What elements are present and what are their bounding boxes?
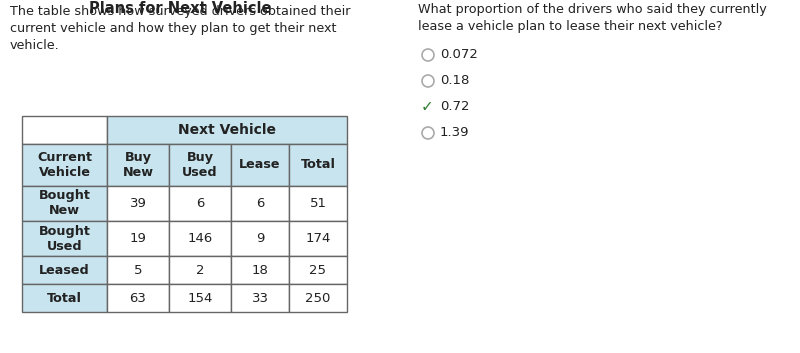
- Bar: [22, 221, 107, 256]
- Bar: [231, 221, 289, 256]
- Text: 0.072: 0.072: [440, 48, 478, 61]
- Bar: [22, 144, 107, 186]
- Text: Buy
New: Buy New: [122, 151, 154, 179]
- Bar: [289, 144, 347, 186]
- Text: Bought
New: Bought New: [38, 190, 90, 217]
- Bar: [231, 144, 289, 186]
- Text: 19: 19: [130, 232, 146, 245]
- Bar: [107, 186, 169, 221]
- Text: 146: 146: [187, 232, 213, 245]
- Bar: [231, 186, 289, 221]
- Text: Leased: Leased: [39, 263, 90, 276]
- Text: 63: 63: [130, 292, 146, 305]
- Text: Buy
Used: Buy Used: [182, 151, 218, 179]
- Text: 0.72: 0.72: [440, 101, 470, 114]
- Text: 18: 18: [251, 263, 269, 276]
- Text: Total: Total: [47, 292, 82, 305]
- Bar: [107, 116, 347, 144]
- Bar: [22, 186, 107, 221]
- Bar: [169, 186, 231, 221]
- Text: 2: 2: [196, 263, 204, 276]
- Text: 33: 33: [251, 292, 269, 305]
- Text: 9: 9: [256, 232, 264, 245]
- Text: Lease: Lease: [239, 158, 281, 172]
- Text: What proportion of the drivers who said they currently
lease a vehicle plan to l: What proportion of the drivers who said …: [418, 3, 766, 33]
- Bar: [169, 221, 231, 256]
- Text: 6: 6: [196, 197, 204, 210]
- Text: 1.39: 1.39: [440, 126, 470, 139]
- Text: 5: 5: [134, 263, 142, 276]
- Text: Current
Vehicle: Current Vehicle: [37, 151, 92, 179]
- Text: ✓: ✓: [421, 100, 434, 114]
- Bar: [289, 186, 347, 221]
- Bar: [22, 284, 107, 312]
- Text: Bought
Used: Bought Used: [38, 225, 90, 252]
- Text: 154: 154: [187, 292, 213, 305]
- Text: 174: 174: [306, 232, 330, 245]
- Bar: [231, 284, 289, 312]
- Bar: [22, 116, 107, 144]
- Bar: [169, 144, 231, 186]
- Bar: [22, 256, 107, 284]
- Bar: [107, 221, 169, 256]
- Bar: [289, 221, 347, 256]
- Bar: [231, 256, 289, 284]
- Text: 0.18: 0.18: [440, 74, 470, 88]
- Text: Total: Total: [301, 158, 335, 172]
- Bar: [107, 144, 169, 186]
- Text: 6: 6: [256, 197, 264, 210]
- Text: 39: 39: [130, 197, 146, 210]
- Text: The table shows how surveyed drivers obtained their
current vehicle and how they: The table shows how surveyed drivers obt…: [10, 5, 350, 52]
- Text: Next Vehicle: Next Vehicle: [178, 123, 276, 137]
- Bar: [169, 284, 231, 312]
- Bar: [289, 256, 347, 284]
- Bar: [107, 284, 169, 312]
- Bar: [289, 284, 347, 312]
- Text: Plans for Next Vehicle: Plans for Next Vehicle: [89, 1, 271, 16]
- Text: 51: 51: [310, 197, 326, 210]
- Text: 250: 250: [306, 292, 330, 305]
- Bar: [107, 256, 169, 284]
- Text: 25: 25: [310, 263, 326, 276]
- Bar: [169, 256, 231, 284]
